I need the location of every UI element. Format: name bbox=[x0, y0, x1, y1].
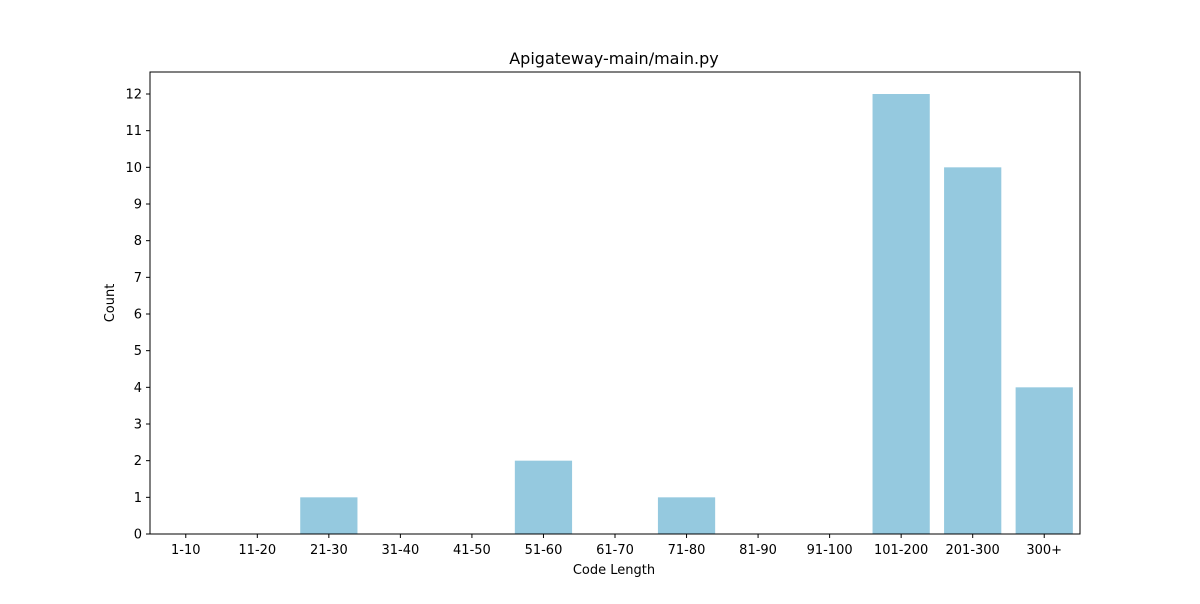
x-tick-label: 300+ bbox=[1026, 543, 1062, 558]
y-tick-label: 2 bbox=[134, 454, 142, 469]
x-tick-label: 21-30 bbox=[310, 543, 348, 558]
y-axis-title: Count bbox=[103, 284, 118, 323]
y-tick-label: 8 bbox=[134, 234, 142, 249]
x-tick-label: 101-200 bbox=[874, 543, 928, 558]
bar-71-80 bbox=[657, 497, 716, 534]
bar-201-300 bbox=[944, 167, 1002, 535]
y-tick-label: 11 bbox=[125, 124, 142, 139]
y-tick-label: 6 bbox=[134, 308, 142, 323]
bar-300+ bbox=[1015, 387, 1073, 534]
x-tick-label: 61-70 bbox=[596, 543, 634, 558]
x-tick-label: 201-300 bbox=[946, 543, 1000, 558]
x-tick-label: 81-90 bbox=[739, 543, 777, 558]
x-axis-ticks: 1-10 11-20 21-30 31-40 41-50 51-60 61-70 71-80 8… bbox=[171, 534, 1062, 558]
x-axis-title: Code Length bbox=[573, 563, 655, 578]
x-tick-label: 31-40 bbox=[381, 543, 419, 558]
bars-layer bbox=[300, 94, 1073, 535]
y-tick-label: 5 bbox=[134, 344, 142, 359]
chart-title: Apigateway-main/main.py bbox=[509, 49, 719, 68]
y-tick-label: 7 bbox=[134, 271, 142, 286]
x-tick-label: 11-20 bbox=[238, 543, 276, 558]
y-tick-label: 4 bbox=[134, 381, 142, 396]
x-tick-label: 1-10 bbox=[171, 543, 201, 558]
y-tick-label: 0 bbox=[134, 528, 142, 543]
y-tick-label: 9 bbox=[134, 198, 142, 213]
x-tick-label: 71-80 bbox=[668, 543, 706, 558]
y-tick-label: 10 bbox=[125, 161, 142, 176]
x-tick-label: 51-60 bbox=[525, 543, 563, 558]
x-tick-label: 91-100 bbox=[807, 543, 853, 558]
bar-101-200 bbox=[872, 94, 930, 534]
y-tick-label: 1 bbox=[134, 491, 142, 506]
y-tick-label: 3 bbox=[134, 418, 142, 433]
x-tick-label: 41-50 bbox=[453, 543, 491, 558]
bar-51-60 bbox=[514, 460, 573, 534]
y-tick-label: 12 bbox=[125, 88, 142, 103]
bar-21-30 bbox=[300, 497, 358, 534]
